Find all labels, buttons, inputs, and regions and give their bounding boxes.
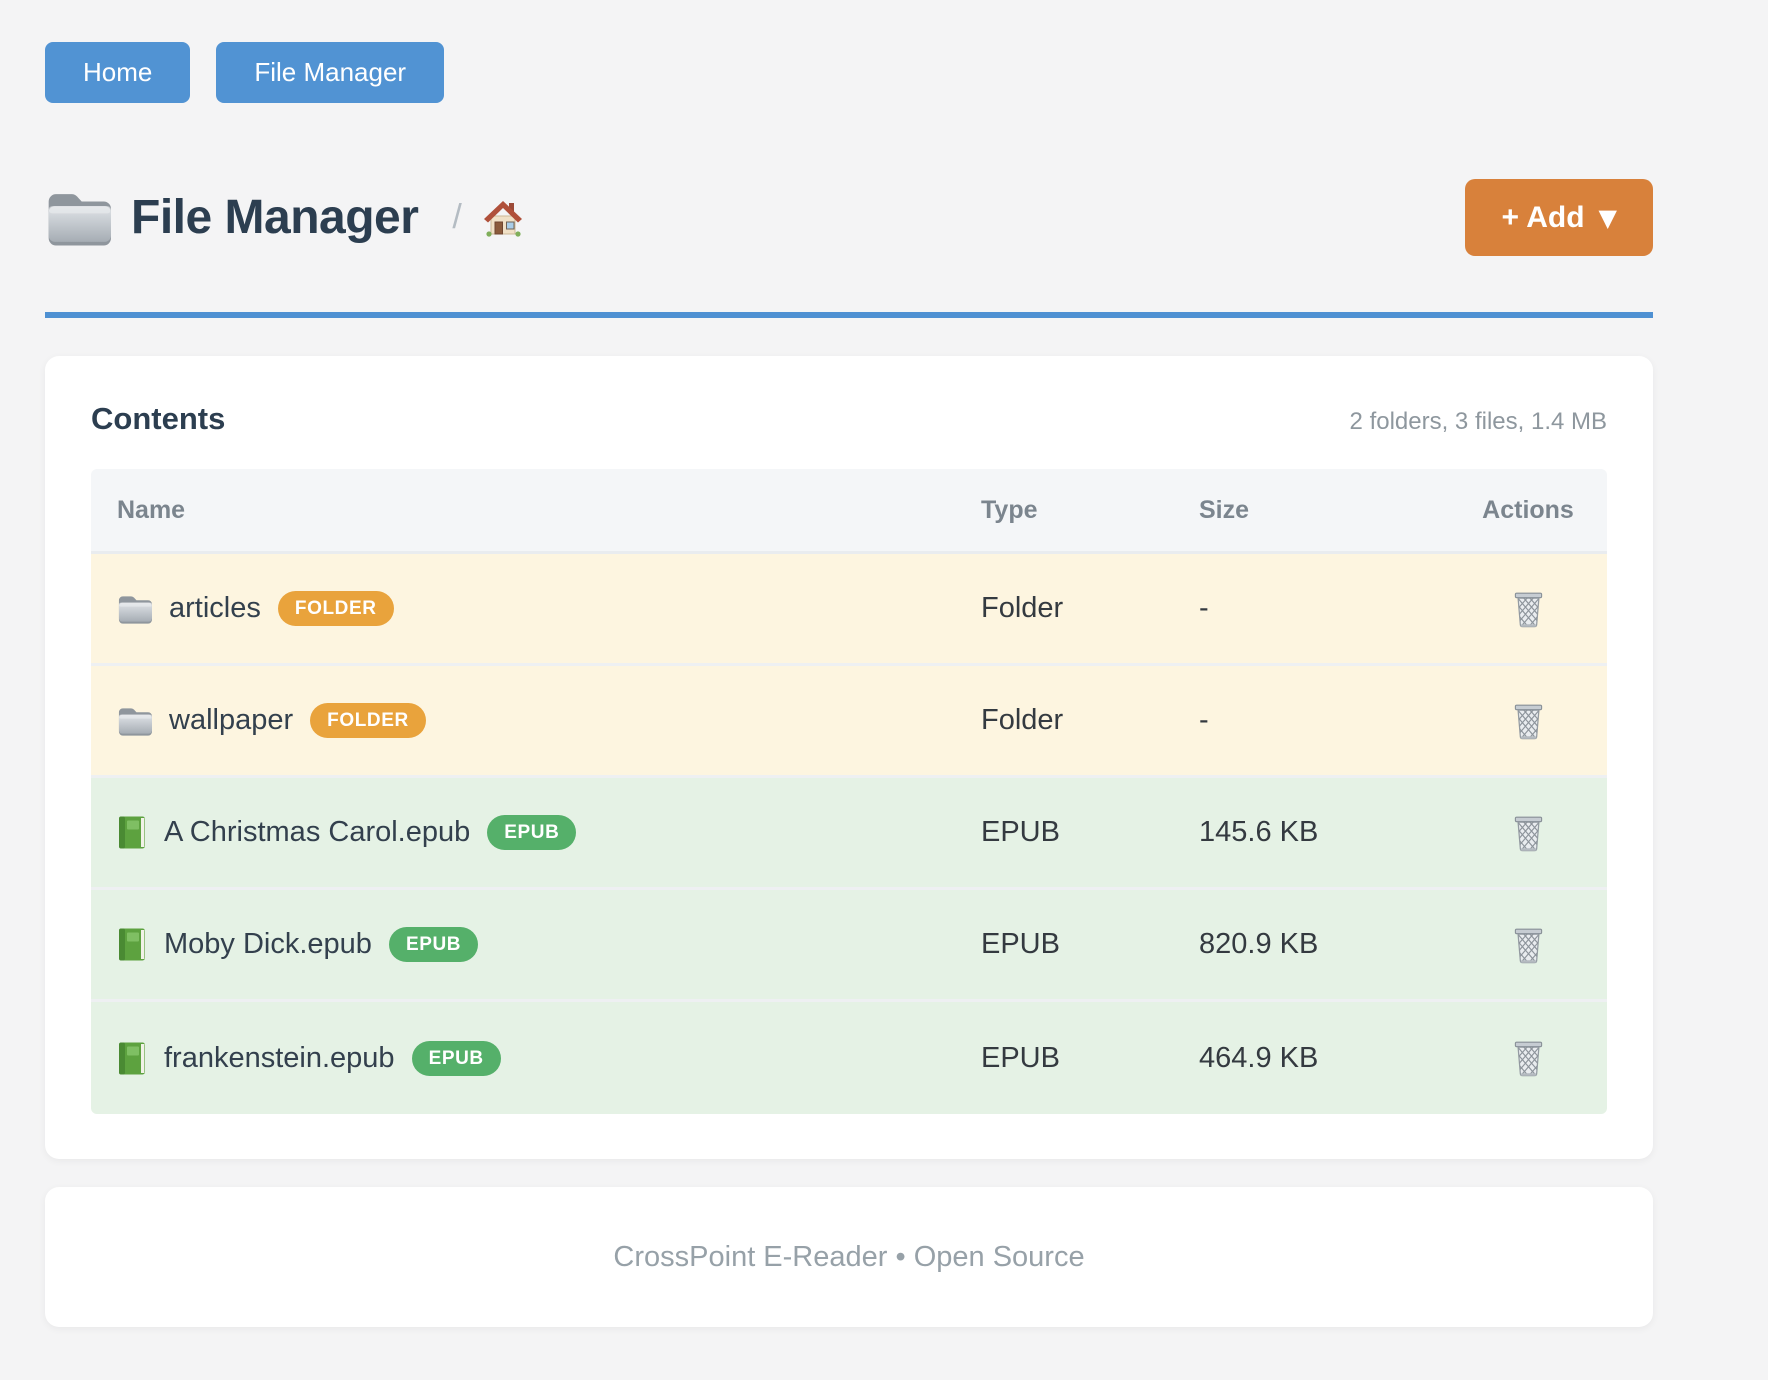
item-type: Folder: [981, 704, 1064, 736]
title-group: File Manager /: [45, 190, 524, 246]
trash-icon: [1512, 814, 1545, 852]
trash-icon: [1512, 590, 1545, 628]
page-title: File Manager: [131, 191, 419, 244]
add-button[interactable]: + Add ▼: [1465, 179, 1653, 256]
table-row[interactable]: wallpaper FOLDER Folder -: [91, 666, 1607, 778]
delete-button[interactable]: [1508, 922, 1549, 968]
delete-button[interactable]: [1508, 1035, 1549, 1081]
column-header-name: Name: [117, 495, 186, 524]
footer-card: CrossPoint E-Reader • Open Source: [45, 1187, 1653, 1327]
trash-icon: [1512, 702, 1545, 740]
table-row[interactable]: frankenstein.epub EPUB EPUB 464.9 KB: [91, 1002, 1607, 1114]
item-name[interactable]: Moby Dick.epub: [164, 928, 372, 960]
item-name[interactable]: frankenstein.epub: [164, 1041, 395, 1074]
item-type: EPUB: [981, 816, 1060, 848]
house-icon[interactable]: [482, 197, 524, 239]
delete-button[interactable]: [1508, 586, 1549, 632]
folder-icon: [45, 190, 111, 246]
item-size: 145.6 KB: [1199, 816, 1319, 848]
table-row[interactable]: Moby Dick.epub EPUB EPUB 820.9 KB: [91, 890, 1607, 1002]
item-type: Folder: [981, 592, 1064, 624]
delete-button[interactable]: [1508, 810, 1549, 856]
top-navigation: Home File Manager: [45, 0, 1653, 103]
type-badge: EPUB: [487, 815, 577, 850]
column-header-actions: Actions: [1482, 495, 1574, 524]
contents-summary: 2 folders, 3 files, 1.4 MB: [1349, 408, 1607, 435]
green-book-icon: [117, 815, 147, 850]
folder-icon: [117, 594, 152, 624]
item-size: 464.9 KB: [1199, 1041, 1319, 1074]
type-badge: FOLDER: [310, 703, 426, 738]
contents-title: Contents: [91, 401, 226, 436]
nav-home-button[interactable]: Home: [45, 42, 191, 103]
file-table: Name Type Size Actions articles FOLDER F…: [91, 469, 1607, 1114]
item-type: EPUB: [981, 928, 1060, 960]
column-header-type: Type: [981, 495, 1038, 524]
breadcrumb: /: [452, 198, 462, 236]
contents-card: Contents 2 folders, 3 files, 1.4 MB Name…: [45, 356, 1653, 1159]
table-row[interactable]: articles FOLDER Folder -: [91, 554, 1607, 666]
column-header-size: Size: [1199, 495, 1250, 524]
type-badge: EPUB: [388, 927, 479, 962]
delete-button[interactable]: [1508, 698, 1549, 744]
folder-icon: [117, 706, 152, 736]
page-header: File Manager / + Add ▼: [45, 179, 1653, 256]
header-divider: [45, 312, 1653, 318]
item-size: -: [1199, 592, 1209, 624]
table-header-row: Name Type Size Actions: [91, 469, 1607, 554]
chevron-down-icon: ▼: [1598, 203, 1617, 232]
table-row[interactable]: A Christmas Carol.epub EPUB EPUB 145.6 K…: [91, 778, 1607, 890]
footer-text: CrossPoint E-Reader • Open Source: [613, 1240, 1085, 1273]
item-size: 820.9 KB: [1199, 928, 1319, 960]
item-size: -: [1199, 704, 1209, 736]
nav-file-manager-button[interactable]: File Manager: [216, 42, 445, 103]
green-book-icon: [117, 927, 147, 962]
add-button-label: + Add: [1501, 200, 1585, 234]
item-name[interactable]: A Christmas Carol.epub: [164, 816, 471, 848]
item-name[interactable]: wallpaper: [169, 704, 294, 736]
item-type: EPUB: [981, 1041, 1060, 1074]
type-badge: FOLDER: [277, 591, 394, 626]
trash-icon: [1512, 926, 1545, 964]
type-badge: EPUB: [411, 1040, 501, 1076]
green-book-icon: [117, 1041, 147, 1076]
trash-icon: [1512, 1039, 1545, 1077]
item-name[interactable]: articles: [169, 592, 261, 624]
